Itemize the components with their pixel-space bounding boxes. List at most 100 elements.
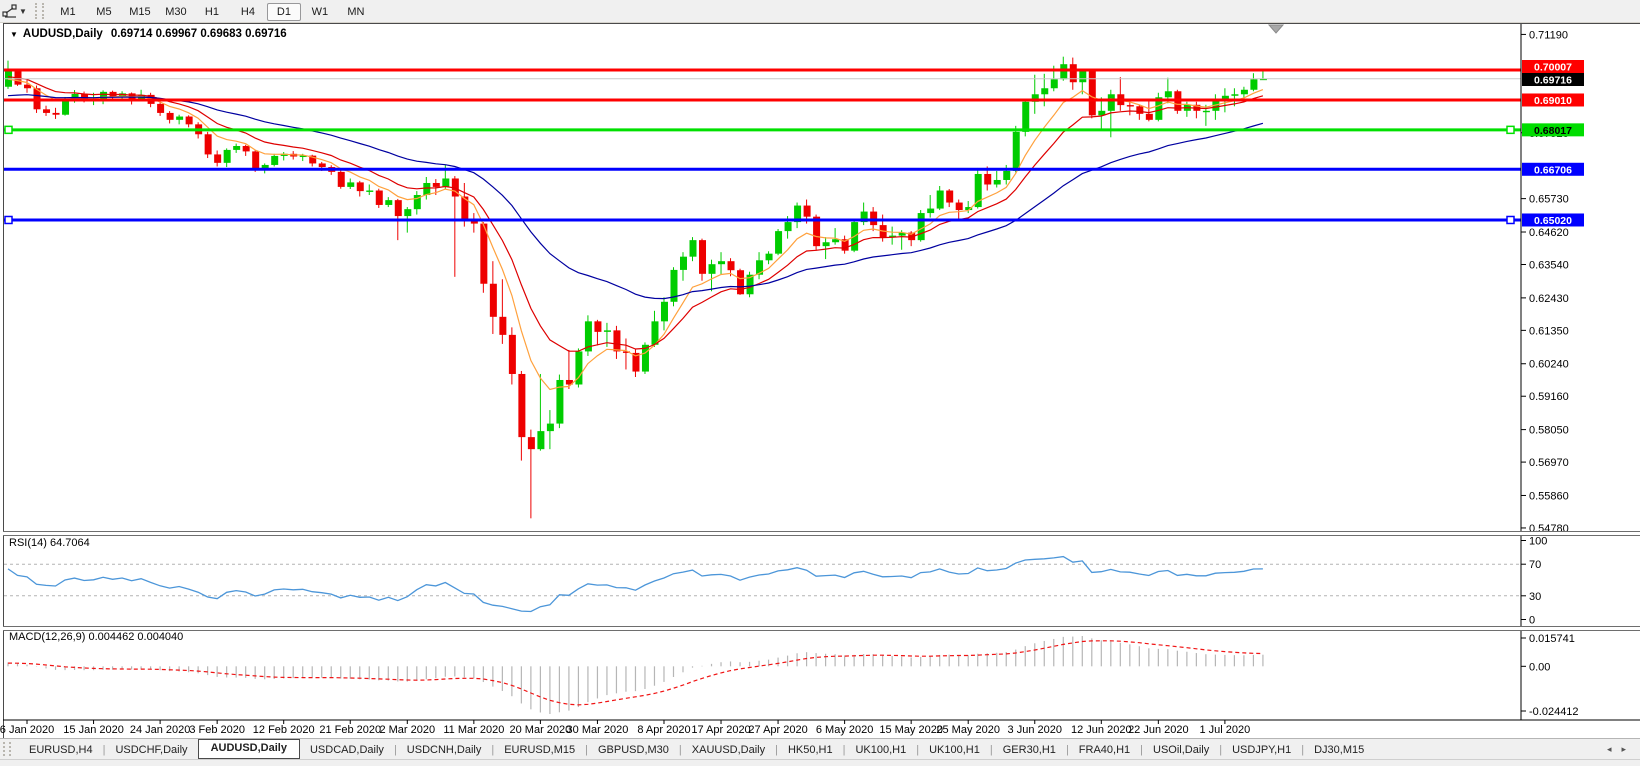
date-label[interactable]: 6 May 2020 <box>816 724 873 736</box>
toolbar-grip[interactable] <box>34 3 44 19</box>
date-label[interactable]: 12 Jun 2020 <box>1071 724 1132 736</box>
chart-shift-marker-icon[interactable] <box>1267 24 1285 34</box>
candle-body <box>280 153 288 156</box>
candle-body <box>737 270 745 295</box>
timeframe-m15[interactable]: M15 <box>129 5 151 18</box>
tab-xauusd-daily[interactable]: XAUUSD,Daily <box>691 744 766 756</box>
tab-usdcad-daily[interactable]: USDCAD,Daily <box>309 744 384 756</box>
hline-handle[interactable] <box>1506 215 1515 225</box>
timeframe-m1[interactable]: M1 <box>60 5 76 18</box>
tab-eurusd-m15[interactable]: EURUSD,M15 <box>504 744 576 756</box>
tab-ger30-h1[interactable]: GER30,H1 <box>1002 744 1056 756</box>
timeframe-w1[interactable]: W1 <box>311 5 329 18</box>
tab-usdjpy-h1[interactable]: USDJPY,H1 <box>1232 744 1292 756</box>
hline-handle[interactable] <box>4 215 13 225</box>
date-label[interactable]: 1 Jul 2020 <box>1200 724 1251 736</box>
date-label[interactable]: 8 Apr 2020 <box>637 724 690 736</box>
candle-body <box>470 220 478 224</box>
tab-eurusd-h4[interactable]: EURUSD,H4 <box>29 744 93 756</box>
chart-dropdown-icon[interactable]: ▼ <box>10 30 18 39</box>
tab-separator: | <box>775 744 778 756</box>
candle-body <box>527 437 535 450</box>
tab-usdcnh-daily[interactable]: USDCNH,Daily <box>406 744 482 756</box>
timeframe-d1[interactable]: D1 <box>266 2 301 21</box>
date-label[interactable]: 17 Apr 2020 <box>691 724 750 736</box>
timeframe-m30[interactable]: M30 <box>165 5 187 18</box>
date-label[interactable]: 20 Mar 2020 <box>510 724 572 736</box>
timeframe-h4[interactable]: H4 <box>240 5 255 18</box>
candle-body <box>24 84 32 89</box>
candle-body <box>1098 110 1106 116</box>
price-tick-label: 0.55860 <box>1529 490 1569 502</box>
macd-signal-line[interactable] <box>7 640 1263 706</box>
date-label[interactable]: 25 May 2020 <box>936 724 1000 736</box>
date-label[interactable]: 3 Feb 2020 <box>189 724 245 736</box>
timeframe-mn[interactable]: MN <box>347 5 365 18</box>
chart-window[interactable] <box>3 23 1640 739</box>
candle-body <box>660 301 668 322</box>
candle-body <box>1012 131 1020 171</box>
candle-body <box>1088 70 1096 116</box>
candle-body <box>898 232 906 236</box>
candle-body <box>413 195 421 210</box>
pane-separator-macd[interactable] <box>3 626 1640 631</box>
tab-separator: | <box>585 744 588 756</box>
date-label[interactable]: 12 Feb 2020 <box>253 724 315 736</box>
candle-body <box>1259 78 1267 81</box>
tab-separator: | <box>1065 744 1069 756</box>
chart-title: ▼ AUDUSD,Daily 0.69714 0.69967 0.69683 0.6… <box>10 28 287 40</box>
tab-usoil-daily[interactable]: USOil,Daily <box>1153 744 1210 756</box>
candle-body <box>518 373 526 438</box>
candle-body <box>1003 170 1011 180</box>
date-label[interactable]: 22 Jun 2020 <box>1128 724 1189 736</box>
price-badge-label: 0.68017 <box>1534 125 1572 137</box>
candle-body <box>955 202 963 211</box>
date-label[interactable]: 15 May 2020 <box>879 724 943 736</box>
date-label[interactable]: 15 Jan 2020 <box>63 724 124 736</box>
tab-audusd-daily[interactable]: AUDUSD,Daily <box>197 739 300 759</box>
candle-body <box>746 274 754 295</box>
tool-dropdown-icon[interactable]: ▼ <box>19 6 27 16</box>
candle-body <box>927 208 935 214</box>
tab-gbpusd-m30[interactable]: GBPUSD,M30 <box>597 744 669 756</box>
date-label[interactable]: 11 Mar 2020 <box>443 724 504 736</box>
tabbar-grip[interactable] <box>3 742 11 756</box>
date-label[interactable]: 27 Apr 2020 <box>748 724 807 736</box>
rsi-line[interactable] <box>7 555 1263 613</box>
candle-body <box>480 223 488 284</box>
tab-scroll-right-icon[interactable]: ▸ <box>1621 744 1626 754</box>
tab-hk50-h1[interactable]: HK50,H1 <box>787 744 833 756</box>
hline-handle[interactable] <box>4 125 13 135</box>
candle-body <box>318 163 326 168</box>
hline-handle[interactable] <box>1506 125 1515 135</box>
date-label[interactable]: 24 Jan 2020 <box>130 724 191 736</box>
candle-body <box>946 190 954 203</box>
slow-ma-line[interactable] <box>7 94 1264 300</box>
tab-fra40-h1[interactable]: FRA40,H1 <box>1078 744 1131 756</box>
candle-body <box>889 235 897 238</box>
candle-body <box>813 216 821 247</box>
fast-ma-line[interactable] <box>7 78 1264 391</box>
candle-body <box>651 321 659 345</box>
tab-dj30-m15[interactable]: DJ30,M15 <box>1314 744 1365 756</box>
date-label[interactable]: 3 Jun 2020 <box>1008 724 1062 736</box>
date-label[interactable]: 21 Feb 2020 <box>319 724 381 736</box>
timeframe-h1[interactable]: H1 <box>204 5 219 18</box>
price-badge <box>1522 93 1584 107</box>
tab-separator: | <box>102 744 106 756</box>
timeframe-m5[interactable]: M5 <box>96 5 112 18</box>
tab-uk100-h1[interactable]: UK100,H1 <box>929 744 980 756</box>
date-label[interactable]: 6 Jan 2020 <box>0 724 54 736</box>
mid-ma-line[interactable] <box>7 76 1264 352</box>
tab-scroll-left-icon[interactable]: ◂ <box>1606 744 1612 754</box>
crosshair-tool-icon[interactable] <box>2 3 18 19</box>
tab-usdchf-daily[interactable]: USDCHF,Daily <box>115 744 188 756</box>
candle-body <box>261 164 269 169</box>
pane-separator-rsi[interactable] <box>3 531 1640 536</box>
date-label[interactable]: 30 Mar 2020 <box>567 724 629 736</box>
date-label[interactable]: 2 Mar 2020 <box>379 724 435 736</box>
tab-uk100-h1[interactable]: UK100,H1 <box>855 744 907 756</box>
candle-body <box>233 146 241 150</box>
